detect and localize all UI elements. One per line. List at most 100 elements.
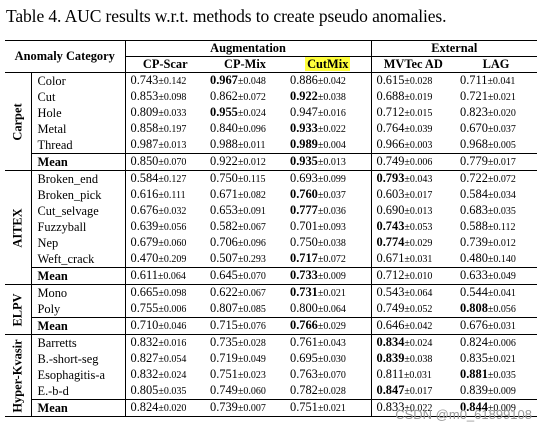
auc-std: ±0.024 xyxy=(404,338,433,349)
value-cell: 0.616±0.111 xyxy=(125,187,205,203)
auc-std: ±0.054 xyxy=(158,354,187,365)
auc-std: ±0.064 xyxy=(317,304,346,315)
value-cell: 0.881±0.035 xyxy=(455,367,537,383)
value-cell: 0.671±0.082 xyxy=(205,187,285,203)
row-label: Fuzzyball xyxy=(31,219,126,235)
auc-std: ±0.031 xyxy=(403,370,432,381)
value-cell: 0.808±0.056 xyxy=(455,301,537,318)
auc-value: 0.611 xyxy=(130,268,158,282)
auc-value: 0.750 xyxy=(290,235,318,249)
value-cell: 0.743±0.053 xyxy=(371,219,455,235)
auc-value: 0.858 xyxy=(130,121,159,135)
auc-std: ±0.060 xyxy=(237,386,266,397)
row-label: Mean xyxy=(31,399,126,417)
auc-value: 0.800 xyxy=(290,301,318,315)
group-label-cell: Carpet xyxy=(5,72,32,171)
auc-std: ±0.013 xyxy=(317,157,346,168)
value-cell: 0.543±0.064 xyxy=(371,285,455,302)
value-cell: 0.715±0.076 xyxy=(205,318,285,335)
auc-std: ±0.017 xyxy=(487,157,516,168)
value-cell: 0.690±0.013 xyxy=(371,203,455,219)
group-label: AITEX xyxy=(10,207,25,248)
auc-value: 0.834 xyxy=(376,335,405,349)
auc-value: 0.665 xyxy=(130,285,159,299)
auc-std: ±0.070 xyxy=(317,370,346,381)
method-header-cp-scar: CP-Scar xyxy=(142,57,188,71)
mean-row: Mean 0.850±0.070 0.922±0.012 0.935±0.013 0.7… xyxy=(5,153,538,171)
value-cell: 0.731±0.021 xyxy=(285,284,372,301)
auc-value: 0.480 xyxy=(460,251,488,265)
value-cell: 0.832±0.016 xyxy=(125,335,205,352)
group-label-cell: Hyper-Kvasir xyxy=(5,334,32,417)
auc-std: ±0.111 xyxy=(158,190,186,201)
value-cell: 0.739±0.007 xyxy=(205,400,285,417)
auc-std: ±0.099 xyxy=(317,174,346,185)
auc-std: ±0.082 xyxy=(237,190,266,201)
value-cell: 0.671±0.031 xyxy=(371,251,455,268)
auc-value: 0.671 xyxy=(376,251,405,265)
auc-std: ±0.076 xyxy=(237,321,266,332)
auc-value: 0.615 xyxy=(376,73,405,87)
auc-std: ±0.028 xyxy=(237,338,266,349)
value-cell: 0.844±0.009 xyxy=(455,400,537,417)
auc-value: 0.683 xyxy=(460,203,488,217)
auc-value: 0.711 xyxy=(460,73,488,87)
row-label: Broken_end xyxy=(31,170,126,187)
auc-value: 0.544 xyxy=(460,285,488,299)
value-cell: 0.833±0.022 xyxy=(371,400,455,417)
auc-value: 0.989 xyxy=(290,137,318,151)
auc-std: ±0.039 xyxy=(404,124,433,135)
value-cell: 0.622±0.067 xyxy=(205,285,285,302)
value-cell: 0.670±0.037 xyxy=(455,121,537,137)
value-cell: 0.751±0.023 xyxy=(205,367,285,383)
auc-value: 0.688 xyxy=(376,89,405,103)
auc-value: 0.987 xyxy=(130,137,159,151)
table-row: E.-b-d 0.805±0.035 0.749±0.060 0.782±0.028 0… xyxy=(5,383,537,400)
method-header-cutmix: CutMix xyxy=(285,56,372,73)
auc-std: ±0.005 xyxy=(487,140,516,151)
auc-std: ±0.028 xyxy=(317,386,346,397)
auc-std: ±0.093 xyxy=(317,222,346,233)
value-cell: 0.886±0.042 xyxy=(285,72,372,89)
value-cell: 0.683±0.035 xyxy=(455,203,537,219)
row-label: Metal xyxy=(31,121,126,137)
value-cell: 0.584±0.127 xyxy=(125,171,205,188)
auc-value: 0.881 xyxy=(460,367,488,381)
value-cell: 0.840±0.096 xyxy=(205,121,285,137)
auc-value: 0.507 xyxy=(210,251,238,265)
auc-value: 0.805 xyxy=(130,383,159,397)
auc-std: ±0.009 xyxy=(487,386,516,397)
value-cell: 0.544±0.041 xyxy=(455,285,537,302)
auc-value: 0.832 xyxy=(130,367,159,381)
value-cell: 0.824±0.006 xyxy=(455,335,537,352)
value-cell: 0.862±0.072 xyxy=(205,89,285,105)
value-cell: 0.947±0.016 xyxy=(285,105,372,121)
auc-value: 0.764 xyxy=(376,121,405,135)
auc-value: 0.751 xyxy=(210,367,238,381)
auc-value: 0.543 xyxy=(376,285,405,299)
auc-std: ±0.012 xyxy=(487,238,516,249)
auc-std: ±0.098 xyxy=(158,288,187,299)
value-cell: 0.750±0.038 xyxy=(285,235,372,251)
value-cell: 0.645±0.070 xyxy=(205,268,285,285)
group-label-cell: AITEX xyxy=(5,170,32,285)
value-cell: 0.665±0.098 xyxy=(125,285,205,302)
auc-std: ±0.033 xyxy=(158,108,187,119)
auc-value: 0.827 xyxy=(130,351,159,365)
value-cell: 0.701±0.093 xyxy=(285,219,372,235)
auc-std: ±0.009 xyxy=(487,403,516,414)
auc-std: ±0.043 xyxy=(404,174,433,185)
auc-value: 0.850 xyxy=(130,154,159,168)
cutmix-highlight: CutMix xyxy=(305,57,351,71)
value-cell: 0.633±0.049 xyxy=(455,268,537,285)
row-label: Color xyxy=(31,72,126,89)
auc-value: 0.833 xyxy=(376,400,405,414)
anomaly-category-header: Anomaly Category xyxy=(5,40,126,73)
value-cell: 0.782±0.028 xyxy=(285,383,372,400)
auc-std: ±0.041 xyxy=(487,288,516,299)
value-cell: 0.679±0.060 xyxy=(125,235,205,251)
auc-std: ±0.035 xyxy=(158,386,187,397)
value-cell: 0.646±0.042 xyxy=(371,318,455,335)
auc-value: 0.701 xyxy=(290,219,318,233)
table-row: Broken_pick 0.616±0.111 0.671±0.082 0.760±0… xyxy=(5,187,537,203)
